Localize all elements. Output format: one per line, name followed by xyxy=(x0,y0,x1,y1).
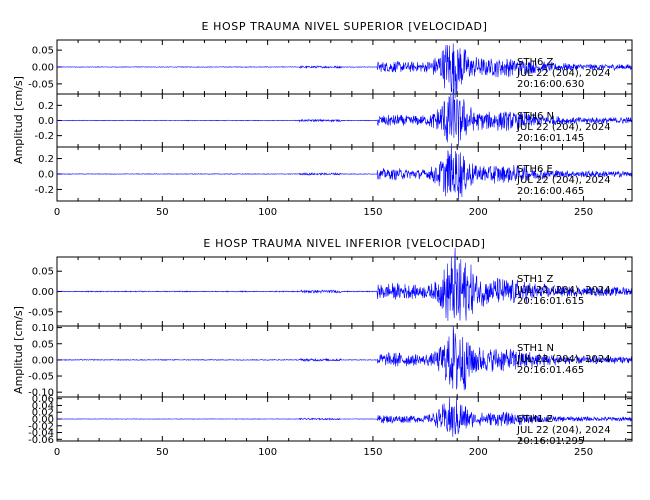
chart-title: E HOSP TRAUMA NIVEL SUPERIOR [VELOCIDAD] xyxy=(201,20,487,33)
station-label: STH1 Z xyxy=(517,274,554,285)
y-tick-label: 0.05 xyxy=(32,46,54,57)
x-tick-label: 0 xyxy=(54,447,60,458)
y-tick-label: 0.05 xyxy=(32,339,54,350)
x-tick-label: 200 xyxy=(469,447,488,458)
station-label: STH6 N xyxy=(517,111,554,122)
y-tick-label: 0.0 xyxy=(38,116,54,127)
y-tick-label: 0.05 xyxy=(32,267,54,278)
chart-title: E HOSP TRAUMA NIVEL INFERIOR [VELOCIDAD] xyxy=(203,237,485,250)
station-label: STH6 E xyxy=(517,164,553,175)
x-tick-label: 250 xyxy=(574,207,593,218)
y-tick-label: 0.2 xyxy=(38,154,54,165)
time-label: 20:16:01.145 xyxy=(517,133,584,144)
y-tick-label: 0.02 xyxy=(32,408,54,419)
y-tick-label: 0.00 xyxy=(32,355,54,366)
x-tick-label: 100 xyxy=(258,207,277,218)
x-tick-label: 50 xyxy=(156,447,169,458)
station-label: STH6 Z xyxy=(517,57,554,68)
y-tick-label: 0.04 xyxy=(32,401,54,412)
x-tick-label: 0 xyxy=(54,207,60,218)
y-tick-label: 0.2 xyxy=(38,101,54,112)
time-label: 20:16:00.465 xyxy=(517,186,584,197)
seismic-trace xyxy=(56,143,632,202)
y-tick-label: -0.04 xyxy=(28,428,54,439)
date-label: JUL 22 (204), 2024 xyxy=(516,285,611,296)
x-tick-label: 150 xyxy=(363,207,382,218)
seismic-trace xyxy=(56,43,632,99)
y-tick-label: 0.00 xyxy=(32,287,54,298)
x-tick-label: 50 xyxy=(156,207,169,218)
date-label: JUL 22 (204), 2024 xyxy=(516,68,611,79)
x-tick-label: 150 xyxy=(363,447,382,458)
y-tick-label: 0.10 xyxy=(32,323,54,334)
y-tick-label: -0.2 xyxy=(34,131,54,142)
date-label: JUL 22 (204), 2024 xyxy=(516,122,611,133)
time-label: 20:16:01.295 xyxy=(517,436,584,447)
x-tick-label: 250 xyxy=(574,447,593,458)
y-tick-label: -0.02 xyxy=(28,421,54,432)
x-tick-label: 200 xyxy=(469,207,488,218)
time-label: 20:16:01.465 xyxy=(517,365,584,376)
date-label: JUL 22 (204), 2024 xyxy=(516,425,611,436)
time-label: 20:16:00.630 xyxy=(517,79,584,90)
station-label: STH1 N xyxy=(517,343,554,354)
date-label: JUL 22 (204), 2024 xyxy=(516,354,611,365)
time-label: 20:16:01.615 xyxy=(517,296,584,307)
seismic-trace xyxy=(56,397,632,437)
y-tick-label: -0.05 xyxy=(28,307,54,318)
seismic-trace xyxy=(56,325,632,391)
y-tick-label: 0.06 xyxy=(32,394,54,405)
y-tick-label: -0.05 xyxy=(28,372,54,383)
y-tick-label: 0.0 xyxy=(38,170,54,181)
station-label: STH1 E xyxy=(517,414,553,425)
y-axis-label: Amplitud [cm/s] xyxy=(12,306,25,394)
seismic-trace xyxy=(56,88,632,147)
y-tick-label: -0.2 xyxy=(34,185,54,196)
y-tick-label: 0.00 xyxy=(32,63,54,74)
y-axis-label: Amplitud [cm/s] xyxy=(12,76,25,164)
x-tick-label: 100 xyxy=(258,447,277,458)
y-tick-label: -0.06 xyxy=(28,435,54,446)
seismic-trace xyxy=(56,247,632,321)
y-tick-label: -0.10 xyxy=(28,388,54,399)
date-label: JUL 22 (204), 2024 xyxy=(516,175,611,186)
y-tick-label: -0.05 xyxy=(28,79,54,90)
y-tick-label: 0.00 xyxy=(32,415,54,426)
